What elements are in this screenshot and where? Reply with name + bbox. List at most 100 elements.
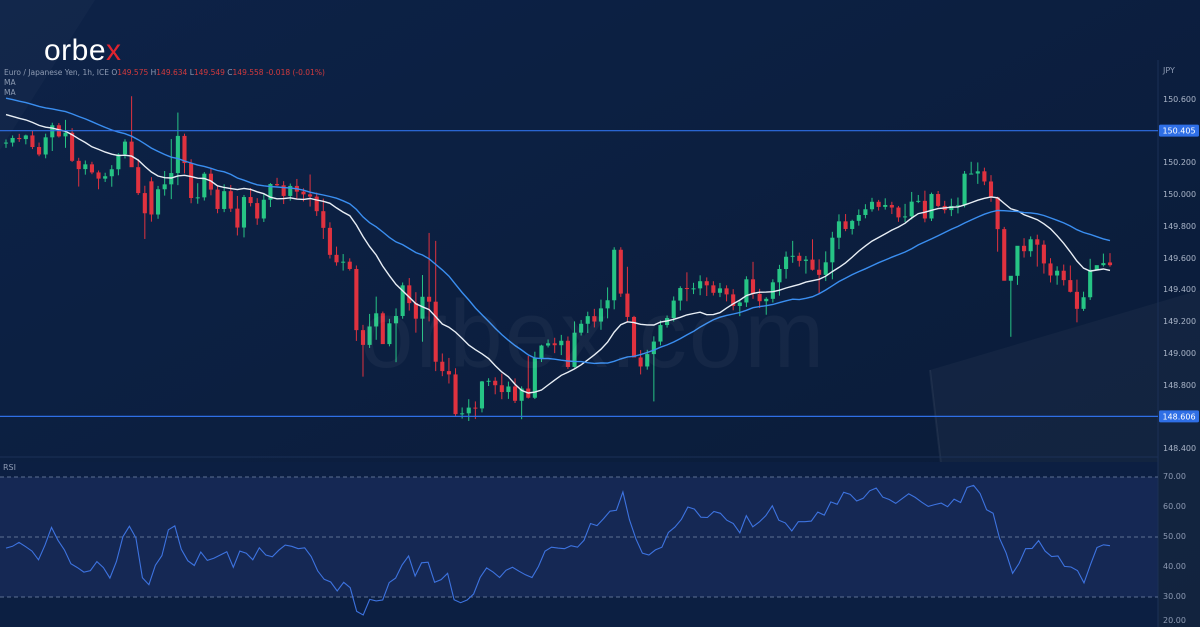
level-label: 148.606 (1162, 412, 1195, 421)
candle-body (552, 343, 557, 346)
price-tick-label: 149.600 (1163, 253, 1197, 263)
candle (625, 266, 630, 323)
candle-body (248, 197, 253, 204)
candle-body (1107, 262, 1113, 266)
candle (704, 277, 709, 296)
candle (565, 336, 570, 369)
candle (446, 357, 451, 384)
candle-body (744, 279, 749, 303)
candle (982, 167, 987, 186)
candle-body (962, 173, 967, 206)
candle-body (929, 194, 934, 219)
candle (202, 172, 207, 201)
candle-body (228, 191, 233, 209)
candle (17, 133, 22, 142)
price-tick-label: 149.800 (1163, 221, 1197, 231)
candle-body (955, 205, 961, 207)
candle (136, 159, 141, 195)
candle (407, 278, 412, 311)
candle-body (1061, 270, 1066, 281)
candle-body (341, 261, 346, 263)
candle-body (367, 326, 372, 345)
candle (427, 232, 432, 322)
candle (592, 308, 597, 328)
candle-body (909, 201, 914, 217)
horizontal-levels: 150.405 148.606 (0, 124, 1199, 423)
rsi-tick-label: 40.00 (1163, 562, 1186, 571)
candle (37, 142, 42, 157)
candle (1022, 238, 1027, 258)
candle-body (288, 185, 293, 196)
candle-body (572, 332, 577, 367)
candle-body (43, 137, 48, 155)
candle-body (354, 268, 359, 331)
candle (400, 282, 405, 319)
candle-body (169, 173, 174, 185)
candle-body (638, 357, 643, 367)
legend-open-label: O (111, 68, 118, 77)
candle (598, 299, 604, 330)
candle-body (658, 325, 663, 342)
candle-body (598, 308, 604, 322)
candle (922, 190, 927, 223)
rsi-tick-label: 30.00 (1163, 592, 1186, 601)
candle (1068, 265, 1073, 293)
candle (585, 311, 590, 333)
candle (572, 321, 577, 368)
legend-open: 149.575 (117, 68, 149, 77)
rsi-line (5, 484, 1111, 616)
candle-body (314, 196, 319, 212)
candle (109, 165, 114, 187)
candle (142, 185, 147, 239)
candle (89, 161, 94, 175)
candle-body (836, 221, 842, 238)
candle (162, 171, 167, 196)
rsi-levels (0, 476, 1158, 598)
candle-body (360, 330, 366, 345)
candle (889, 201, 894, 215)
price-tick-label: 149.200 (1163, 317, 1197, 327)
candle-body (724, 288, 729, 295)
candle-body (889, 204, 894, 208)
candle (155, 185, 161, 219)
rsi-tick-label: 70.00 (1163, 472, 1186, 481)
candle-body (215, 189, 220, 209)
candle-body (387, 323, 392, 345)
candle-body (268, 184, 273, 200)
candle-body (380, 313, 385, 345)
candle (955, 197, 961, 214)
candle (1048, 258, 1053, 283)
candle (255, 198, 260, 225)
candle (1094, 265, 1099, 270)
candle (453, 368, 458, 417)
candle-body (96, 172, 101, 179)
candle-body (764, 298, 769, 302)
candle-body (691, 288, 696, 290)
candle (228, 184, 233, 212)
candle (420, 275, 425, 342)
candle (903, 203, 908, 222)
candle-body (23, 135, 28, 140)
candle-body (565, 340, 570, 367)
candle-body (347, 261, 352, 269)
candle-body (512, 386, 518, 401)
candle-body (109, 169, 114, 177)
candle-body (308, 194, 313, 197)
candle (552, 337, 557, 354)
candle-body (393, 315, 399, 324)
candle-body (374, 313, 379, 327)
candle-body (1041, 244, 1046, 264)
legend-low: 149.549 (193, 68, 225, 77)
candle-body (460, 413, 465, 415)
candle-body (559, 340, 564, 346)
axis-unit-label: JPY (1163, 66, 1175, 75)
rsi-band (0, 477, 1158, 597)
candle-body (817, 269, 822, 275)
candle (678, 286, 683, 311)
candle (817, 259, 822, 295)
candle (334, 246, 339, 266)
candle-body (1048, 263, 1053, 276)
candle (803, 255, 808, 274)
price-tick-label: 148.400 (1163, 444, 1197, 454)
